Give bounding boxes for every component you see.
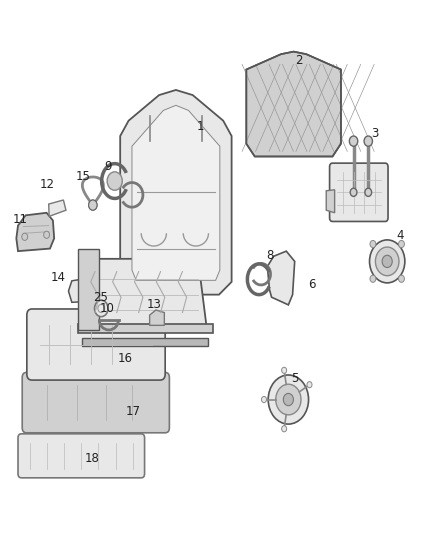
Polygon shape: [82, 259, 206, 325]
Circle shape: [350, 188, 357, 196]
Circle shape: [95, 300, 108, 317]
Circle shape: [268, 375, 308, 424]
Polygon shape: [326, 190, 335, 213]
Polygon shape: [78, 324, 213, 333]
Polygon shape: [16, 213, 54, 251]
Text: 12: 12: [40, 178, 55, 191]
Text: 15: 15: [76, 170, 91, 183]
Circle shape: [370, 275, 376, 282]
Text: 11: 11: [13, 213, 28, 225]
Circle shape: [364, 136, 372, 146]
Polygon shape: [78, 248, 99, 330]
Text: 16: 16: [118, 352, 133, 365]
Text: 4: 4: [396, 229, 403, 242]
Text: 17: 17: [125, 406, 140, 418]
Text: 25: 25: [93, 292, 108, 304]
Circle shape: [382, 255, 392, 268]
Circle shape: [365, 188, 371, 196]
Circle shape: [88, 200, 97, 210]
Circle shape: [282, 367, 286, 374]
Text: 8: 8: [266, 249, 273, 262]
Circle shape: [22, 233, 28, 240]
Polygon shape: [132, 106, 220, 280]
FancyBboxPatch shape: [27, 309, 165, 380]
Polygon shape: [267, 251, 295, 305]
Text: 9: 9: [104, 160, 111, 173]
Text: 14: 14: [51, 271, 66, 284]
Circle shape: [276, 384, 301, 415]
Text: 5: 5: [291, 372, 298, 385]
Text: 2: 2: [295, 54, 303, 67]
Circle shape: [282, 426, 286, 432]
Polygon shape: [120, 90, 232, 295]
Circle shape: [370, 240, 405, 283]
Polygon shape: [49, 200, 66, 216]
Text: 1: 1: [196, 120, 204, 133]
Polygon shape: [82, 338, 208, 346]
Polygon shape: [246, 52, 341, 157]
Circle shape: [375, 247, 399, 276]
Circle shape: [88, 200, 97, 210]
Text: 18: 18: [85, 451, 99, 465]
Polygon shape: [150, 310, 164, 325]
Text: 6: 6: [308, 278, 315, 290]
Text: 3: 3: [371, 127, 378, 140]
Circle shape: [307, 382, 312, 388]
Polygon shape: [68, 278, 93, 302]
Circle shape: [44, 231, 49, 238]
Circle shape: [261, 397, 266, 402]
Text: 13: 13: [146, 298, 161, 311]
Text: 10: 10: [100, 302, 115, 314]
Circle shape: [399, 240, 404, 248]
Circle shape: [107, 172, 122, 190]
FancyBboxPatch shape: [22, 373, 170, 433]
FancyBboxPatch shape: [18, 434, 145, 478]
Circle shape: [283, 393, 293, 406]
FancyBboxPatch shape: [329, 163, 388, 222]
Circle shape: [399, 275, 404, 282]
Circle shape: [350, 136, 358, 146]
Circle shape: [370, 240, 376, 248]
